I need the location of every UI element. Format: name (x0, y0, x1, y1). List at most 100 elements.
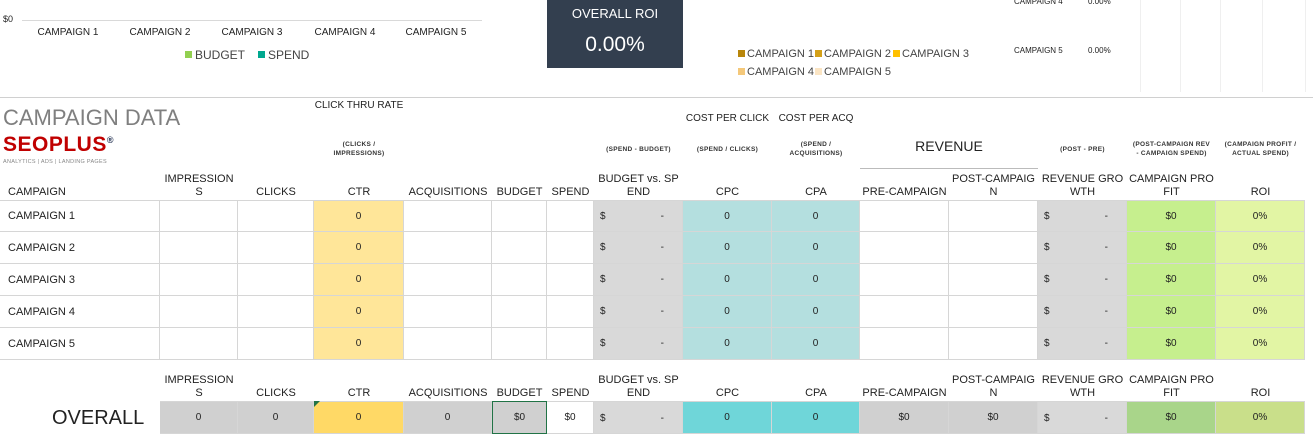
legend-swatch (815, 68, 822, 75)
cell: 0 (683, 200, 772, 232)
cell (949, 296, 1038, 328)
grid-line (1262, 0, 1263, 92)
currency-symbol: $ (1044, 274, 1050, 285)
cell (949, 264, 1038, 296)
cell: 0 (683, 296, 772, 328)
roi-list-name: CAMPAIGN 4 (1014, 0, 1063, 6)
cell (860, 232, 949, 264)
currency-value: - (660, 274, 664, 285)
roi-list-value: 0.00% (1088, 0, 1111, 6)
column-header: SPEND (551, 186, 590, 198)
column-formula: (CAMPAIGN PROFIT / ACTUAL SPEND) (1224, 141, 1297, 157)
overall-cell: 0 (404, 401, 492, 434)
cell: 0 (314, 232, 404, 264)
currency-symbol: $ (600, 412, 606, 424)
overall-header: CLICKS (256, 387, 296, 399)
column-header: CAMPAIGN PROFIT (1129, 173, 1214, 198)
legend-label: CAMPAIGN 1 (747, 48, 815, 60)
currency-symbol: $ (1044, 412, 1050, 424)
cell (160, 296, 238, 328)
column-header: POST-CAMPAIGN (952, 173, 1035, 198)
cell (547, 264, 594, 296)
column-header: CTR (347, 186, 371, 198)
cell: $0 (1127, 232, 1216, 264)
currency-symbol: $ (600, 242, 606, 253)
cell (860, 264, 949, 296)
column-header: CPC (715, 186, 740, 198)
y-tick-label: $0 (3, 14, 14, 24)
overall-header: IMPRESSIONS (164, 374, 234, 399)
overall-cell: $ - (594, 401, 683, 434)
cell: $0 (1127, 200, 1216, 232)
currency-symbol: $ (600, 338, 606, 349)
cell (492, 232, 547, 264)
currency-value: - (1104, 242, 1108, 253)
overall-cell: $ - (1038, 401, 1127, 434)
cell (404, 296, 492, 328)
currency-value: - (660, 412, 664, 424)
cell: 0% (1216, 264, 1305, 296)
currency-symbol: $ (600, 274, 606, 285)
column-formula: (SPEND / CLICKS) (696, 146, 759, 153)
overall-cell: 0 (238, 401, 314, 434)
cell: $ - (594, 232, 683, 264)
currency-symbol: $ (600, 211, 606, 222)
column-formula: (SPEND - BUDGET) (606, 146, 671, 153)
overall-header: PRE-CAMPAIGN (862, 387, 947, 399)
cell (238, 296, 314, 328)
cell (547, 328, 594, 360)
overall-cell: $0 (860, 401, 949, 434)
cell: 0 (683, 328, 772, 360)
cell: $ - (1038, 232, 1127, 264)
cell: 0 (314, 328, 404, 360)
overall-label: OVERALL (52, 407, 145, 429)
column-note: COST PER CLICK (685, 113, 770, 124)
legend-label: CAMPAIGN 3 (902, 48, 970, 60)
currency-value: - (1104, 274, 1108, 285)
cell: 0 (772, 328, 860, 360)
cell: 0 (772, 232, 860, 264)
column-header: IMPRESSIONS (164, 173, 234, 198)
row-label: CAMPAIGN 2 (0, 232, 160, 264)
overall-header: BUDGET vs. SPEND (598, 374, 679, 399)
legend-swatch (738, 50, 745, 57)
x-tick-label: CAMPAIGN 2 (129, 27, 191, 38)
overall-header: POST-CAMPAIGN (952, 374, 1035, 399)
overall-cell: 0 (683, 401, 772, 434)
cell: $0 (1127, 328, 1216, 360)
cell: 0 (314, 296, 404, 328)
cell: 0% (1216, 232, 1305, 264)
cell: 0% (1216, 296, 1305, 328)
legend-label: CAMPAIGN 2 (824, 48, 892, 60)
cell: 0% (1216, 328, 1305, 360)
cell (492, 200, 547, 232)
cell (860, 296, 949, 328)
column-header: BUDGET vs. SPEND (598, 173, 679, 198)
cell: $ - (594, 264, 683, 296)
currency-symbol: $ (1044, 211, 1050, 222)
currency-value: - (1104, 412, 1108, 424)
column-header: PRE-CAMPAIGN (862, 186, 947, 198)
overall-header: ACQUISITIONS (408, 387, 488, 399)
legend-swatch (815, 50, 822, 57)
overall-cell: 0 (160, 401, 238, 434)
x-tick-label: CAMPAIGN 3 (221, 27, 283, 38)
overall-header: CAMPAIGN PROFIT (1129, 374, 1214, 399)
axis-line (22, 20, 482, 21)
overall-cell: 0 (314, 401, 404, 434)
overall-header: ROI (1250, 387, 1271, 399)
cell: $ - (1038, 296, 1127, 328)
cell (492, 328, 547, 360)
currency-symbol: $ (1044, 242, 1050, 253)
grid-line (1305, 0, 1306, 92)
roi-card-value: 0.00% (585, 33, 645, 56)
cell: $ - (1038, 200, 1127, 232)
currency-symbol: $ (600, 306, 606, 317)
currency-value: - (660, 242, 664, 253)
cell (949, 200, 1038, 232)
cell (860, 200, 949, 232)
currency-value: - (1104, 211, 1108, 222)
currency-value: - (1104, 306, 1108, 317)
section-title: CAMPAIGN DATA (3, 105, 181, 130)
